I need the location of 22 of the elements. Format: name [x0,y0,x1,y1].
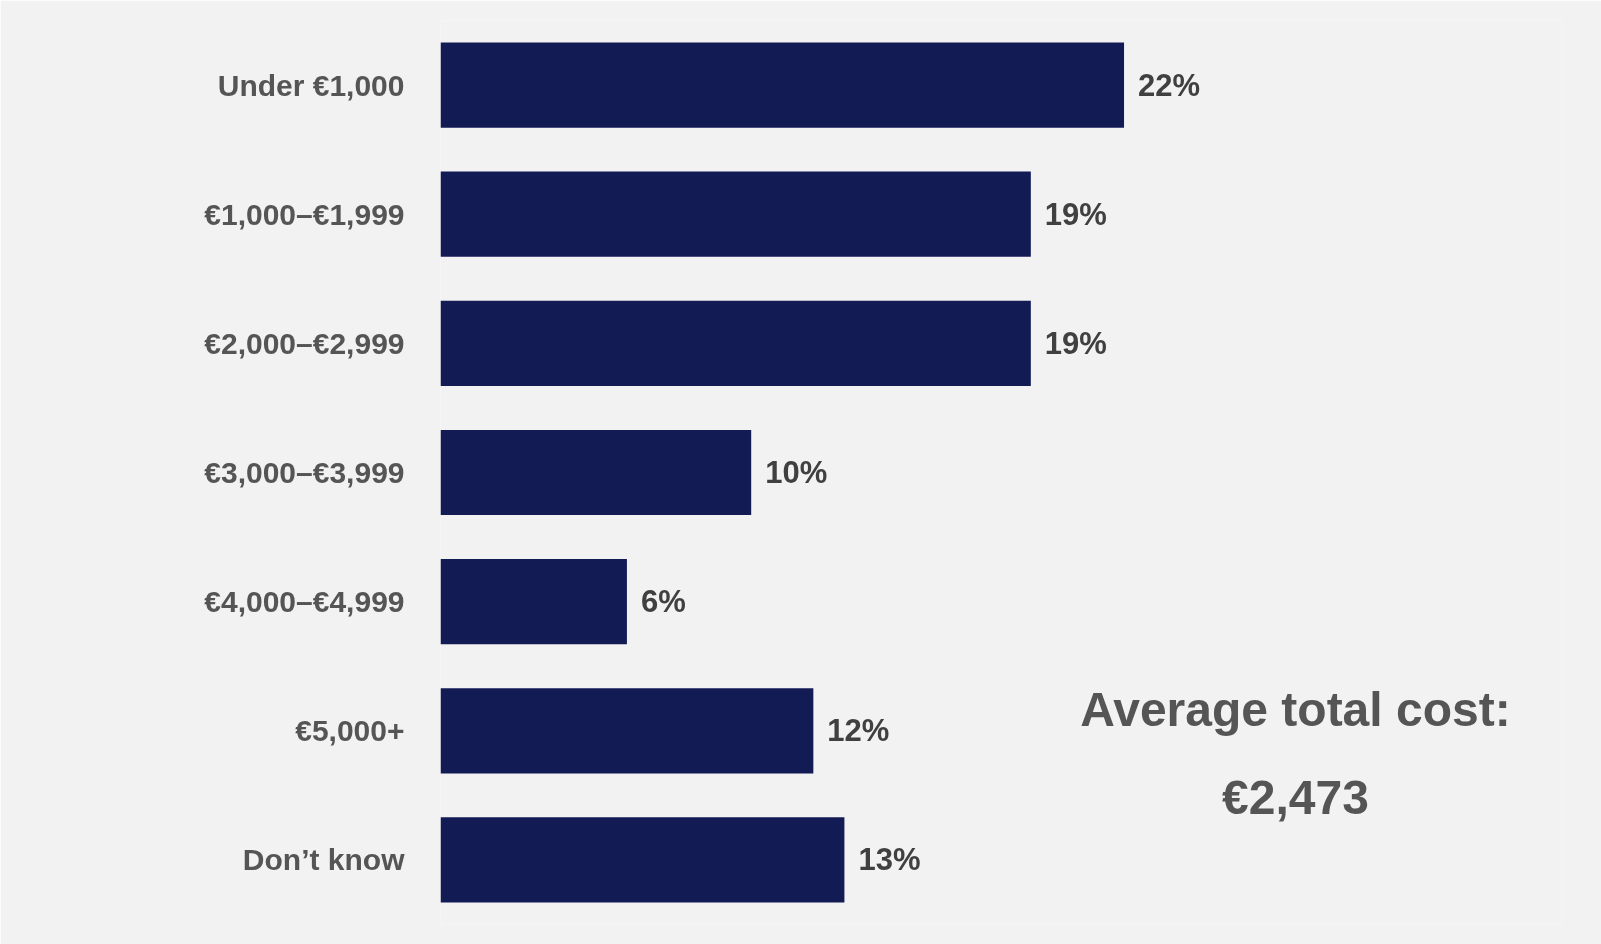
data-label: 12% [827,713,890,749]
y-tick-label: €1,000–€1,999 [204,197,405,231]
bar [440,300,1031,386]
y-tick-label: €4,000–€4,999 [204,585,405,619]
y-tick-label: Under €1,000 [217,68,405,102]
data-label: 10% [765,455,828,490]
y-tick-label: €2,000–€2,999 [204,326,405,360]
data-label: 19% [1044,196,1107,232]
bar [440,817,845,903]
data-label: 6% [640,584,686,620]
bar [440,171,1031,257]
y-tick-label: €5,000+ [295,714,405,748]
bar [440,688,814,774]
annotation: Average total cost: €2,473 [1080,683,1511,824]
bar [440,429,752,516]
bar [440,42,1125,128]
bar [440,559,627,645]
y-tick-label: €3,000–€3,999 [204,456,405,489]
data-label: 13% [858,842,921,878]
data-label: 22% [1138,67,1201,103]
y-tick-label: Don’t know [242,843,406,877]
data-label: 19% [1044,325,1107,361]
